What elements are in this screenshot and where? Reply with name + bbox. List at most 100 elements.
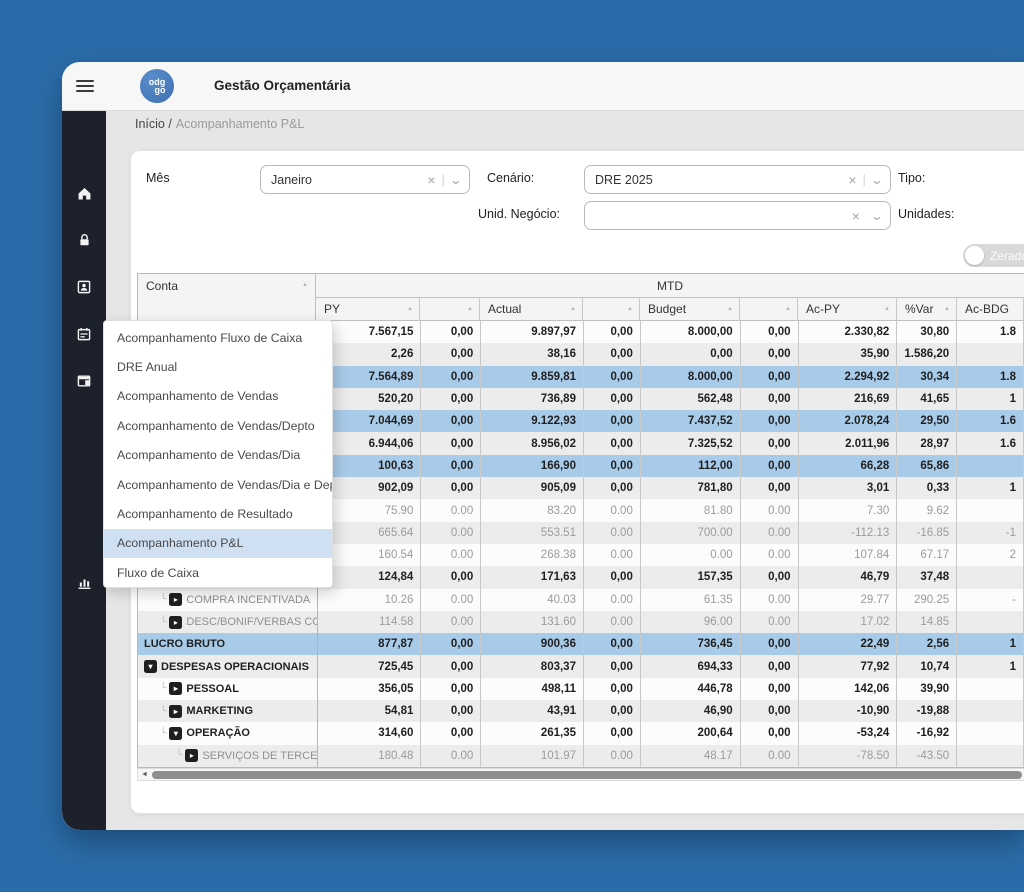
sidebar-item-home[interactable] (62, 178, 106, 208)
value-cell: 0,00 (741, 477, 799, 499)
column-header[interactable]: Ac-PY▲ (798, 298, 897, 321)
sort-asc-icon[interactable]: ▲ (302, 282, 308, 288)
expand-row-icon[interactable]: ▸ (169, 593, 182, 606)
column-header[interactable]: %Var▲ (897, 298, 957, 321)
conta-column-header[interactable]: Conta ▲ (138, 274, 316, 321)
menu-item[interactable]: Fluxo de Caixa (104, 558, 332, 587)
sort-asc-icon[interactable]: ▲ (884, 306, 890, 312)
value-cell: 0.00 (584, 544, 641, 566)
sidebar-item-board[interactable] (62, 366, 106, 396)
sort-asc-icon[interactable]: ▲ (785, 306, 791, 312)
expand-row-icon[interactable]: ▸ (169, 705, 182, 718)
sort-asc-icon[interactable]: ▲ (944, 306, 950, 312)
hamburger-menu-icon[interactable] (76, 80, 94, 93)
sort-asc-icon[interactable]: ▲ (407, 306, 413, 312)
scroll-left-arrow-icon[interactable]: ◄ (141, 771, 148, 778)
sidebar-item-calendar[interactable] (62, 319, 106, 349)
menu-item[interactable]: Acompanhamento de Vendas/Depto (104, 411, 332, 440)
value-cell: 157,35 (641, 566, 741, 588)
collapse-row-icon[interactable]: ▾ (169, 727, 182, 740)
menu-item[interactable]: Acompanhamento P&L (104, 529, 332, 558)
value-cell: 0,00 (421, 477, 481, 499)
tree-connector-icon: └ (160, 616, 166, 626)
column-header[interactable]: Ac-BDG (957, 298, 1024, 321)
chevron-down-icon[interactable]: ⌄ (441, 173, 472, 187)
conta-cell: └▸MARKETING (138, 700, 318, 722)
value-cell: -16.85 (897, 522, 957, 544)
table-row[interactable]: LUCRO BRUTO877,870,00900,360,00736,450,0… (138, 633, 1024, 655)
value-cell: 0,00 (741, 388, 799, 410)
clear-x-icon[interactable]: × (421, 172, 441, 188)
sidebar-nav (62, 110, 106, 830)
value-cell: 7.044,69 (318, 410, 422, 432)
sort-asc-icon[interactable]: ▲ (570, 306, 576, 312)
value-cell: 17.02 (799, 611, 898, 633)
sidebar-item-contacts[interactable] (62, 272, 106, 302)
value-cell: 356,05 (318, 678, 422, 700)
value-cell: 8.000,00 (641, 321, 741, 343)
scrollbar-thumb[interactable] (152, 771, 1022, 779)
table-row[interactable]: └▾OPERAÇÃO314,600,00261,350,00200,640,00… (138, 722, 1024, 744)
chevron-down-icon[interactable]: ⌄ (862, 209, 893, 223)
menu-item[interactable]: Acompanhamento Fluxo de Caixa (104, 323, 332, 352)
value-cell: -112.13 (799, 522, 898, 544)
value-cell: 0,00 (584, 633, 641, 655)
table-header: Conta ▲ MTD PY▲▲Actual▲▲Budget▲▲Ac-PY▲%V… (138, 274, 1024, 321)
column-header[interactable]: Budget▲ (640, 298, 740, 321)
account-label: MARKETING (186, 705, 253, 717)
menu-item[interactable]: Acompanhamento de Vendas (104, 382, 332, 411)
account-label: OPERAÇÃO (186, 727, 250, 739)
value-cell: 0.00 (584, 745, 641, 767)
conta-cell: LUCRO BRUTO (138, 633, 318, 655)
sidebar-item-reports[interactable] (62, 567, 106, 597)
value-cell: 10,74 (897, 655, 957, 677)
value-cell: 54,81 (318, 700, 422, 722)
month-select[interactable]: Janeiro × | ⌄ (260, 165, 470, 194)
value-cell: 0.00 (741, 745, 799, 767)
value-cell: 314,60 (318, 722, 422, 744)
table-row[interactable]: └▸COMPRA INCENTIVADA10.260.0040.030.0061… (138, 589, 1024, 611)
sort-asc-icon[interactable]: ▲ (627, 306, 633, 312)
value-cell (957, 611, 1024, 633)
sort-asc-icon[interactable]: ▲ (727, 306, 733, 312)
expand-row-icon[interactable]: ▸ (185, 749, 198, 762)
value-cell: 61.35 (641, 589, 741, 611)
column-header[interactable]: Actual▲ (480, 298, 583, 321)
business-unit-select[interactable]: × ⌄ (584, 201, 891, 230)
table-row[interactable]: └▸SERVIÇOS DE TERCEIROS180.480.00101.970… (138, 745, 1024, 767)
menu-item[interactable]: Acompanhamento de Resultado (104, 499, 332, 528)
chevron-down-icon[interactable]: ⌄ (862, 173, 893, 187)
value-cell: 0,00 (421, 388, 481, 410)
expand-row-icon[interactable]: ▸ (169, 616, 182, 629)
clear-x-icon[interactable]: × (842, 172, 862, 188)
conta-cell: └▸PESSOAL (138, 678, 318, 700)
value-cell: 10.26 (318, 589, 422, 611)
table-row[interactable]: └▸DESC/BONIF/VERBAS CO...114.580.00131.6… (138, 611, 1024, 633)
scenario-select[interactable]: DRE 2025 × | ⌄ (584, 165, 891, 194)
expand-row-icon[interactable]: ▸ (169, 682, 182, 695)
collapse-row-icon[interactable]: ▾ (144, 660, 157, 673)
table-row[interactable]: ▾DESPESAS OPERACIONAIS725,450,00803,370,… (138, 655, 1024, 677)
conta-cell: └▸SERVIÇOS DE TERCEIROS (138, 745, 318, 767)
conta-cell: ▾DESPESAS OPERACIONAIS (138, 655, 318, 677)
table-row[interactable]: └▸MARKETING54,810,0043,910,0046,900,00-1… (138, 700, 1024, 722)
column-header[interactable]: ▲ (740, 298, 798, 321)
value-cell: 30,80 (897, 321, 957, 343)
column-header[interactable]: ▲ (420, 298, 480, 321)
value-cell: 171,63 (481, 566, 584, 588)
column-header[interactable]: PY▲ (316, 298, 420, 321)
value-cell: 0,00 (741, 633, 799, 655)
menu-item[interactable]: Acompanhamento de Vendas/Dia (104, 441, 332, 470)
sidebar-item-security[interactable] (62, 225, 106, 255)
zerados-toggle[interactable]: Zerados (963, 244, 1024, 267)
menu-item[interactable]: Acompanhamento de Vendas/Dia e Depto (104, 470, 332, 499)
menu-item[interactable]: DRE Anual (104, 352, 332, 381)
sort-asc-icon[interactable]: ▲ (467, 306, 473, 312)
business-unit-label: Unid. Negócio: (478, 207, 560, 221)
horizontal-scrollbar[interactable]: ◄ (137, 768, 1024, 781)
reports-flyout-menu: Acompanhamento Fluxo de CaixaDRE AnualAc… (103, 320, 333, 588)
column-header[interactable]: ▲ (583, 298, 640, 321)
value-cell: 0,00 (741, 321, 799, 343)
breadcrumb-home-link[interactable]: Início / (135, 117, 172, 131)
table-row[interactable]: └▸PESSOAL356,050,00498,110,00446,780,001… (138, 678, 1024, 700)
